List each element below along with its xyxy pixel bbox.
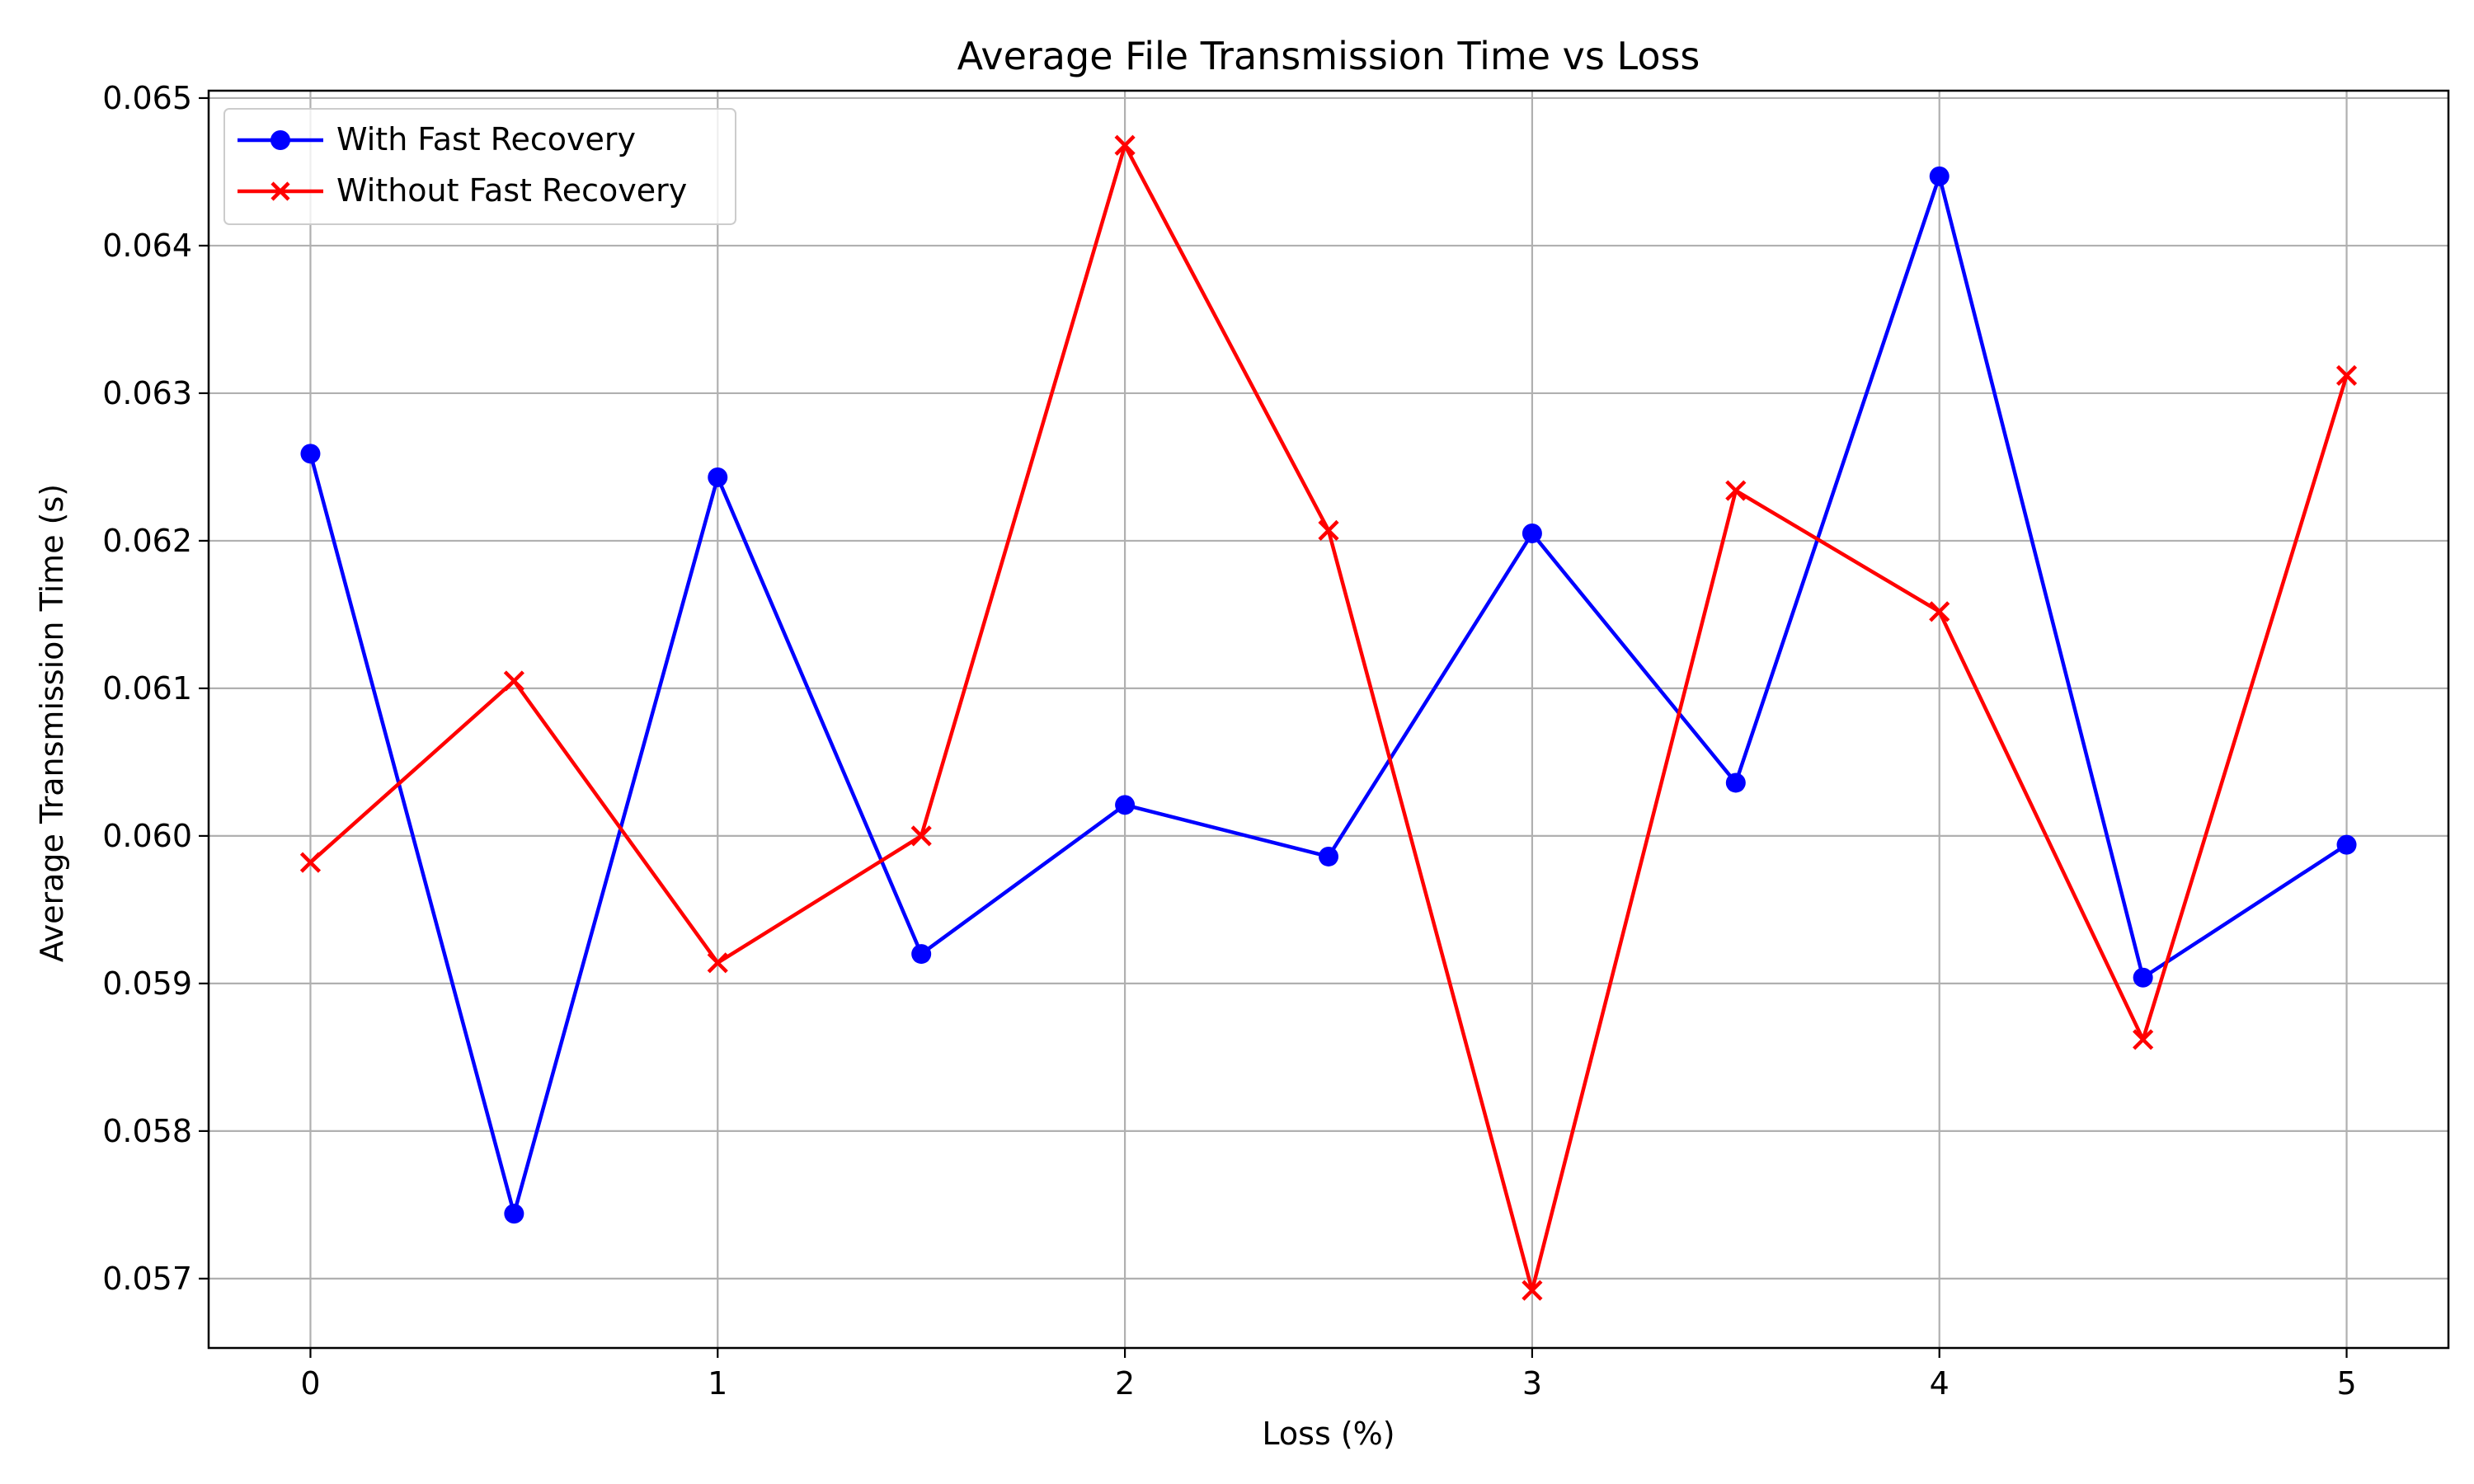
x-tick-label: 2 <box>1115 1365 1135 1402</box>
data-point-with-fast-recovery <box>300 444 321 464</box>
ticks: 0 1 2 3 4 5 0.057 0.058 0.059 0.060 0.061 0.062 0.06… <box>102 80 2356 1402</box>
data-point-without-fast-recovery <box>1929 601 1950 622</box>
legend-box <box>223 108 736 225</box>
x-tick-label: 0 <box>300 1365 320 1402</box>
y-tick-label: 0.065 <box>102 80 192 116</box>
legend-marker-without-fast-recovery <box>270 181 290 201</box>
legend-label-without-fast-recovery: Without Fast Recovery <box>336 172 687 209</box>
data-point-without-fast-recovery <box>910 825 932 847</box>
series-with-fast-recovery <box>300 166 2357 1224</box>
data-point-with-fast-recovery <box>1929 166 1950 186</box>
data-point-with-fast-recovery <box>504 1204 524 1224</box>
series-layer <box>299 134 2358 1301</box>
y-tick-label: 0.060 <box>102 818 192 854</box>
data-point-without-fast-recovery <box>1114 134 1136 156</box>
y-tick-label: 0.062 <box>102 523 192 559</box>
x-tick-label: 3 <box>1522 1365 1542 1402</box>
x-tick-label: 5 <box>2336 1365 2356 1402</box>
legend: With Fast Recovery Without Fast Recovery <box>223 108 736 225</box>
data-point-with-fast-recovery <box>1725 773 1746 793</box>
plot-frame <box>207 89 2450 1350</box>
data-point-with-fast-recovery <box>708 467 728 487</box>
data-point-without-fast-recovery <box>2335 364 2358 387</box>
y-tick-label: 0.057 <box>102 1261 192 1297</box>
data-point-without-fast-recovery <box>1318 519 1339 541</box>
legend-marker-with-fast-recovery <box>270 130 290 150</box>
x-axis-title: Loss (%) <box>1262 1416 1395 1452</box>
data-point-with-fast-recovery <box>1319 846 1338 866</box>
data-point-without-fast-recovery <box>707 952 728 974</box>
y-tick-label: 0.063 <box>102 375 192 411</box>
y-axis-title: Average Transmission Time (s) <box>34 484 70 962</box>
data-point-without-fast-recovery <box>1522 1280 1543 1301</box>
x-tick-label: 1 <box>708 1365 727 1402</box>
data-point-without-fast-recovery <box>2133 1029 2154 1050</box>
y-tick-label: 0.064 <box>102 228 192 264</box>
data-point-with-fast-recovery <box>1115 795 1136 815</box>
y-tick-label: 0.061 <box>102 670 192 707</box>
data-point-with-fast-recovery <box>911 944 932 965</box>
data-point-without-fast-recovery <box>503 670 524 692</box>
x-tick-label: 4 <box>1930 1365 1950 1402</box>
data-point-without-fast-recovery <box>299 852 322 873</box>
data-point-with-fast-recovery <box>2133 967 2153 988</box>
data-point-with-fast-recovery <box>2336 834 2357 855</box>
series-without-fast-recovery <box>299 134 2358 1301</box>
legend-label-with-fast-recovery: With Fast Recovery <box>336 121 636 157</box>
data-point-with-fast-recovery <box>1522 523 1542 543</box>
y-tick-label: 0.058 <box>102 1113 192 1149</box>
chart-title: Average File Transmission Time vs Loss <box>957 34 1700 78</box>
data-point-without-fast-recovery <box>1725 480 1747 501</box>
y-tick-label: 0.059 <box>102 965 192 1002</box>
grid <box>209 91 2448 1348</box>
